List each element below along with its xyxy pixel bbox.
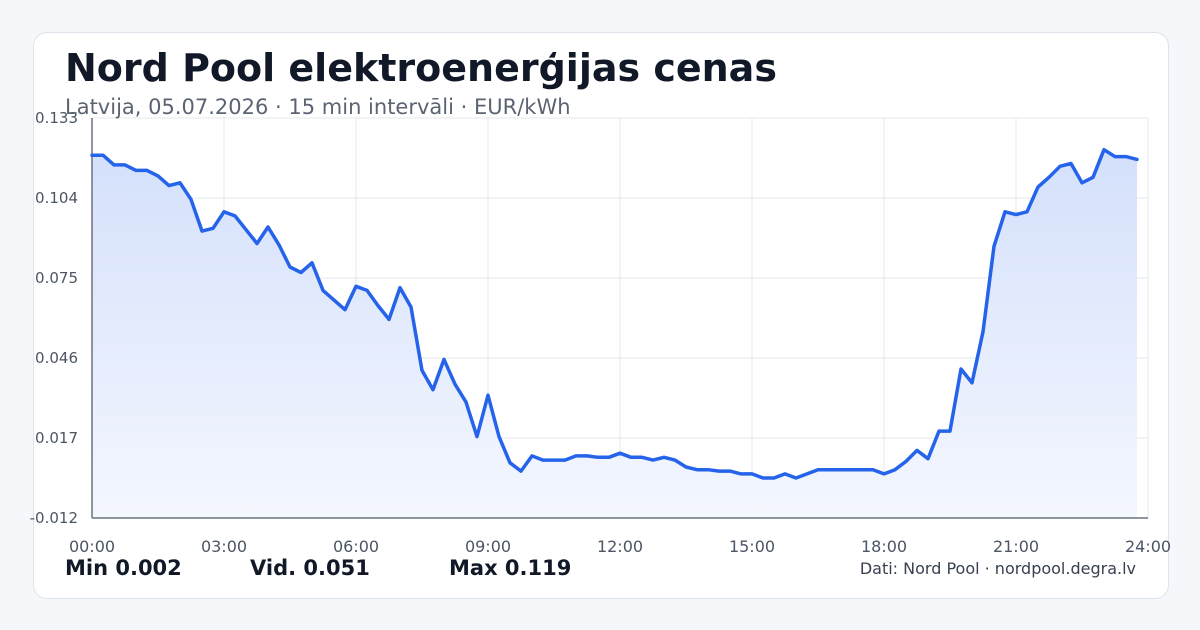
x-tick-label: 18:00 xyxy=(861,537,907,556)
x-tick-label: 21:00 xyxy=(993,537,1039,556)
x-tick-label: 03:00 xyxy=(201,537,247,556)
x-tick-label: 09:00 xyxy=(465,537,511,556)
min-stat: Min 0.002 xyxy=(65,556,182,580)
y-tick-label: 0.046 xyxy=(35,349,78,367)
area-layer xyxy=(92,149,1137,518)
x-tick-label: 06:00 xyxy=(333,537,379,556)
y-tick-label: 0.017 xyxy=(35,429,78,447)
page-subtitle: Latvija, 05.07.2026 · 15 min intervāli ·… xyxy=(65,95,571,119)
axes xyxy=(91,118,1148,519)
price-area xyxy=(92,149,1137,518)
line-layer xyxy=(90,147,1139,480)
y-tick-label: 0.104 xyxy=(35,189,78,207)
y-tick-labels: 0.133 0.104 0.075 0.046 0.017 -0.012 xyxy=(30,109,78,527)
x-tick-label: 15:00 xyxy=(729,537,775,556)
x-tick-label: 12:00 xyxy=(597,537,643,556)
max-stat: Max 0.119 xyxy=(449,556,572,580)
avg-stat: Vid. 0.051 xyxy=(250,556,370,580)
y-tick-label: -0.012 xyxy=(30,509,78,527)
y-tick-label: 0.075 xyxy=(35,269,78,287)
source-credit: Dati: Nord Pool · nordpool.degra.lv xyxy=(859,559,1136,578)
x-tick-labels: 00:00 03:00 06:00 09:00 12:00 15:00 18:00 21:00… xyxy=(69,537,1171,556)
x-tick-label: 00:00 xyxy=(69,537,115,556)
page-title: Nord Pool elektroenerģijas cenas xyxy=(65,46,777,90)
y-tick-label: 0.133 xyxy=(35,109,78,127)
price-line xyxy=(90,147,1139,480)
x-tick-label: 24:00 xyxy=(1125,537,1171,556)
